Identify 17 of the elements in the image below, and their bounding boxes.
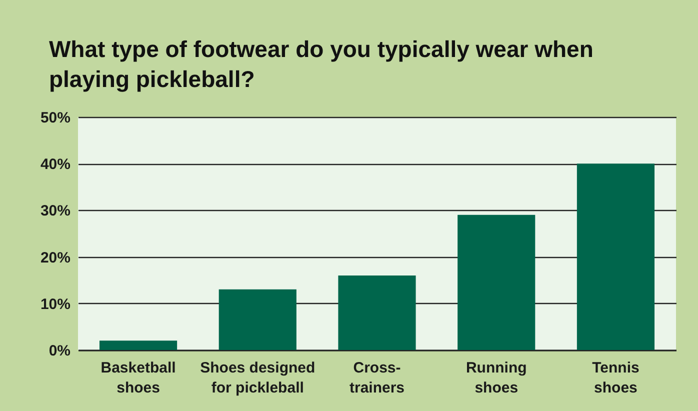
x-tick-label: Basketball shoes: [100, 360, 176, 396]
x-tick-label: Tennis shoes: [592, 360, 640, 396]
bar: [218, 289, 296, 350]
y-tick-label: 0%: [48, 342, 70, 360]
y-tick-label: 30%: [40, 202, 70, 220]
bar: [576, 164, 655, 350]
y-tick-label: 10%: [40, 296, 70, 313]
bar: [99, 340, 178, 350]
y-tick-label: 20%: [40, 249, 70, 266]
chart-title: What type of footwear do you typically wear when playing pickleball?: [48, 36, 594, 92]
x-tick-label: Running shoes: [466, 360, 527, 396]
bar: [338, 275, 416, 350]
y-tick-label: 40%: [40, 156, 70, 174]
x-tick-label: Cross-trainers: [349, 360, 405, 396]
bar: [458, 214, 536, 350]
y-tick-label: 50%: [40, 110, 70, 126]
x-tick-label: Shoes designed for pickleball: [200, 360, 316, 396]
